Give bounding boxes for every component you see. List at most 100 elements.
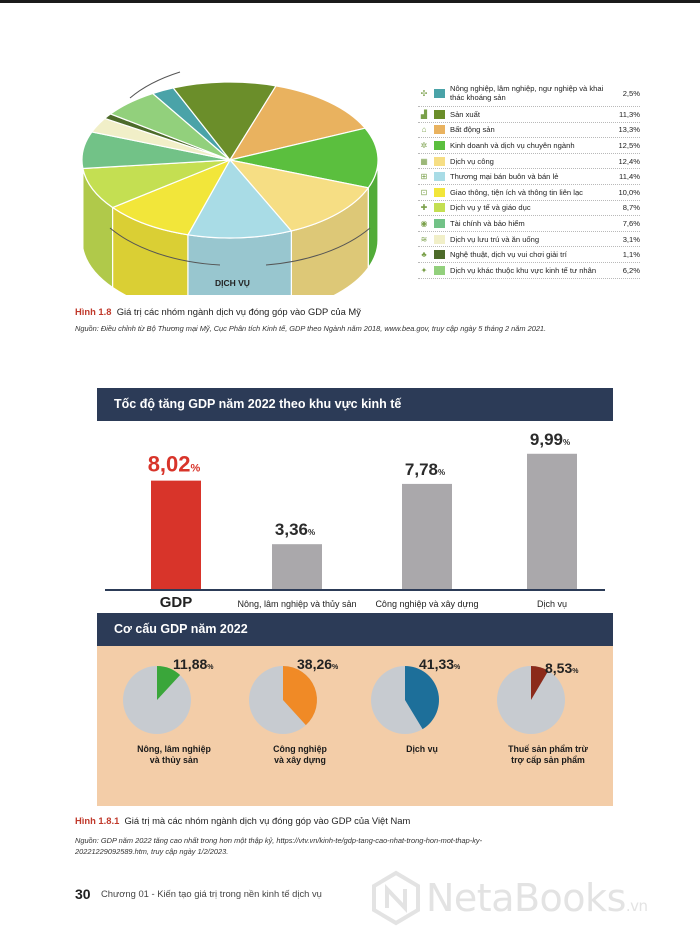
gdp-structure-pies: 11,88% Nông, lâm nghiệp và thủy sản 38,26% C… xyxy=(97,646,613,806)
legend-label: Dịch vụ y tế và giáo dục xyxy=(450,203,531,213)
bar-value-label: 3,36% xyxy=(275,520,315,539)
legend-label: Nghệ thuật, dịch vụ vui chơi giải trí xyxy=(450,250,567,260)
pie-slice xyxy=(229,127,379,189)
legend-swatch xyxy=(434,156,445,166)
legend-row: ✣ Nông nghiệp, lâm nghiệp, ngư nghiệp và … xyxy=(418,80,640,107)
legend-row: ⊞ Thương mại bán buôn và bán lẻ 11,4% xyxy=(418,169,640,185)
legend-row: ⊡ Giao thông, tiện ích và thông tin liên … xyxy=(418,185,640,201)
house-icon: ⌂ xyxy=(421,125,427,135)
pie-slice xyxy=(187,158,293,239)
pie-percentage: 41,33% xyxy=(419,656,461,672)
vietnam-gdp-infographic: Tốc độ tăng GDP năm 2022 theo khu vực ki… xyxy=(97,388,613,806)
structure-pie-graphic xyxy=(497,666,565,734)
legend-label: Bất động sản xyxy=(450,125,495,135)
legend-row: ✚ Dịch vụ y tế và giáo dục 8,7% xyxy=(418,201,640,217)
service-icon: ✦ xyxy=(420,265,428,275)
legend-value: 1,1% xyxy=(622,250,640,260)
structure-pie: 38,26% Công nghiệp và xây dựng xyxy=(245,656,365,800)
legend-swatch xyxy=(434,265,445,275)
pie-group-label: DỊCH VỤ xyxy=(215,278,250,288)
bar-category-label: GDP xyxy=(160,594,193,611)
growth-title: Tốc độ tăng GDP năm 2022 theo khu vực ki… xyxy=(97,388,613,421)
legend-swatch xyxy=(434,250,445,260)
factory-icon: ▟ xyxy=(420,109,428,119)
bar-value-label: 8,02% xyxy=(148,452,201,477)
transport-icon: ⊡ xyxy=(420,187,428,197)
us-services-3d-pie-chart: DỊCH VỤ xyxy=(81,71,379,295)
pie-percentage: 11,88% xyxy=(173,656,214,672)
legend-swatch xyxy=(434,218,445,228)
food-icon: ≋ xyxy=(420,234,428,244)
structure-pie-graphic xyxy=(249,666,317,734)
bar-category-label: Dịch vụ xyxy=(537,599,567,609)
legend-value: 10,0% xyxy=(618,187,640,197)
finance-icon: ◉ xyxy=(420,218,428,228)
health-icon: ✚ xyxy=(420,203,428,213)
watermark-text: NetaBooks.vn xyxy=(426,876,648,920)
pie-percentage: 8,53% xyxy=(545,660,579,676)
caption-text: Giá trị các nhóm ngành dịch vụ đóng góp … xyxy=(116,306,361,317)
gdp-growth-bar-chart: 8,02% GDP 3,36% Nông, lâm nghiệp và thủy sả… xyxy=(105,430,605,611)
legend-swatch xyxy=(434,203,445,213)
legend-swatch xyxy=(434,88,445,98)
art-icon: ♣ xyxy=(421,250,427,260)
legend-value: 3,1% xyxy=(622,234,640,244)
bar-value-label: 9,99% xyxy=(530,430,570,449)
cart-icon: ⊞ xyxy=(420,172,428,182)
legend-label: Dịch vụ công xyxy=(450,156,494,166)
structure-pie-graphic xyxy=(123,666,191,734)
services-bracket xyxy=(265,227,371,266)
legend-value: 13,3% xyxy=(618,125,640,135)
pie-category-label: Nông, lâm nghiệp và thủy sản xyxy=(137,744,211,765)
pie-slice xyxy=(228,159,370,232)
top-rule xyxy=(0,0,700,3)
pie-share-slice xyxy=(531,666,549,700)
sprout-icon: ✣ xyxy=(420,88,428,98)
bar-value-label: 7,78% xyxy=(405,460,445,479)
legend-value: 6,2% xyxy=(622,265,640,275)
legend-row: ▟ Sản xuất 11,3% xyxy=(418,107,640,123)
legend-value: 11,4% xyxy=(619,172,640,182)
figure-1-8-1-caption: Hình 1.8.1 Giá trị mà các nhóm ngành dịc… xyxy=(75,815,410,826)
legend-value: 12,4% xyxy=(618,156,640,166)
structure-pie: 11,88% Nông, lâm nghiệp và thủy sản xyxy=(119,656,239,800)
legend-swatch xyxy=(434,125,445,135)
legend-value: 11,3% xyxy=(619,109,640,119)
legend-label: Kinh doanh và dịch vụ chuyên ngành xyxy=(450,140,575,150)
pie-category-label: Dịch vụ xyxy=(406,744,438,754)
building-icon: ▦ xyxy=(420,156,428,166)
pie-category-label: Thuế sản phẩm trừ trợ cấp sản phẩm xyxy=(508,744,588,765)
bar-category-label: Nông, lâm nghiệp và thủy sản xyxy=(237,599,356,609)
legend-swatch xyxy=(434,172,445,182)
pie-share-slice xyxy=(283,666,317,726)
pie-slice xyxy=(172,81,278,162)
legend-value: 2,5% xyxy=(622,88,640,98)
chapter-title: Chương 01 - Kiến tạo giá trị trong nền k… xyxy=(101,888,322,899)
legend-label: Thương mại bán buôn và bán lẻ xyxy=(450,172,559,182)
pie-legend: ✣ Nông nghiệp, lâm nghiệp, ngư nghiệp và … xyxy=(418,80,640,279)
structure-pie: 8,53% Thuế sản phẩm trừ trợ cấp sản phẩm xyxy=(493,660,613,800)
legend-row: ◉ Tài chính và bảo hiểm 7,6% xyxy=(418,216,640,232)
netabooks-watermark: NetaBooks.vn xyxy=(368,870,688,930)
services-bracket xyxy=(109,227,221,266)
bar xyxy=(151,480,201,590)
legend-swatch xyxy=(434,187,445,197)
structure-pie-graphic xyxy=(371,666,439,734)
structure-pie: 41,33% Dịch vụ xyxy=(367,656,487,800)
netabooks-logo-icon xyxy=(372,870,420,926)
figure-1-8-1-source: Nguồn: GDP năm 2022 tăng cao nhất trong … xyxy=(75,836,483,856)
pie-slice xyxy=(109,92,231,161)
pie-share-slice xyxy=(405,666,439,730)
legend-value: 12,5% xyxy=(618,140,640,150)
structure-title: Cơ cấu GDP năm 2022 xyxy=(97,613,613,646)
legend-value: 7,6% xyxy=(622,218,640,228)
figure-1-8-source: Nguồn: Điều chỉnh từ Bộ Thương mại Mỹ, C… xyxy=(75,324,547,333)
figure-number: Hình 1.8 xyxy=(75,306,112,317)
bar xyxy=(272,544,322,590)
legend-value: 8,7% xyxy=(622,203,640,213)
legend-row: ✲ Kinh doanh và dịch vụ chuyên ngành 12,5% xyxy=(418,138,640,154)
legend-row: ⌂ Bất động sản 13,3% xyxy=(418,123,640,139)
legend-label: Dịch vụ lưu trú và ăn uống xyxy=(450,234,540,244)
page-number: 30 xyxy=(75,886,91,902)
legend-label: Tài chính và bảo hiểm xyxy=(450,218,525,228)
